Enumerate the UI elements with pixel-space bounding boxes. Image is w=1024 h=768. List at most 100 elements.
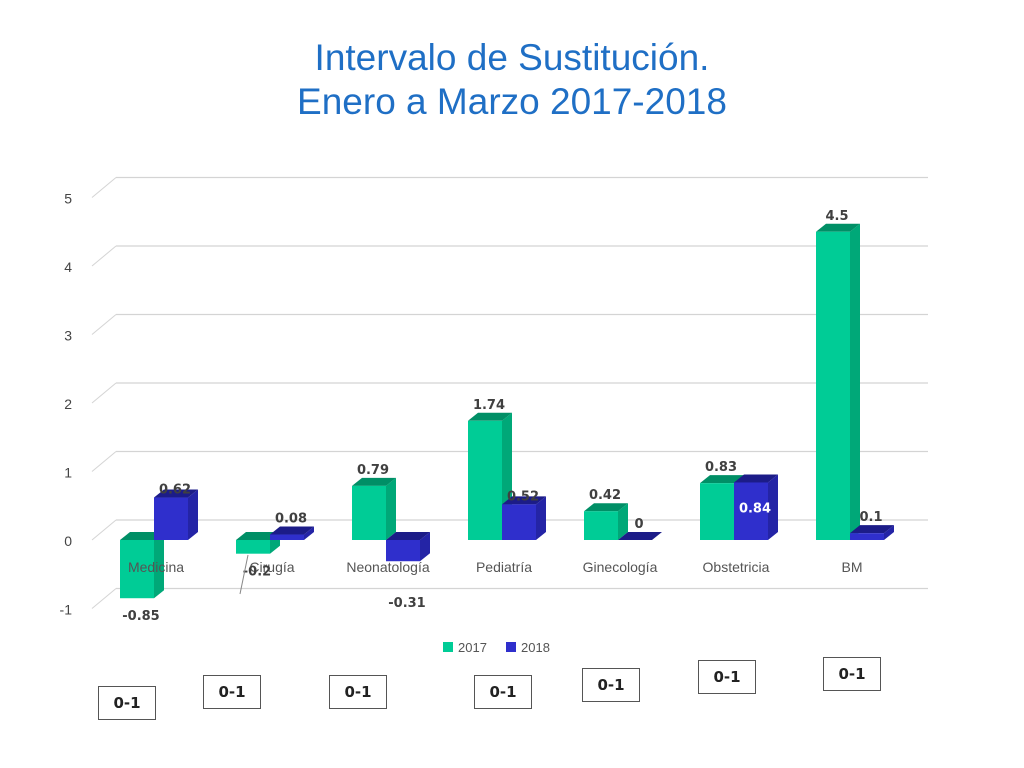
gridline-depth	[91, 177, 117, 198]
bar-2017	[120, 532, 164, 599]
bar-side	[304, 526, 314, 540]
value-label-2018: 0.52	[507, 489, 539, 504]
bar-side	[188, 489, 198, 540]
bar-side	[536, 496, 546, 540]
bar-2018	[502, 496, 546, 540]
reference-box: 0-1	[474, 675, 532, 709]
bar-side	[768, 474, 778, 540]
bar-top	[502, 496, 546, 505]
gridline-depth	[91, 314, 117, 335]
bar-top	[120, 532, 164, 540]
bar-front	[270, 534, 304, 540]
bar-front	[584, 511, 618, 540]
value-label-2017: 0.42	[589, 488, 621, 503]
bar-front	[236, 540, 270, 554]
bar-front	[850, 533, 884, 540]
bar-top	[816, 223, 860, 232]
bar-top	[850, 525, 894, 534]
bar-2018	[386, 532, 430, 562]
bar-2017	[352, 477, 396, 540]
bar-top	[236, 532, 280, 540]
y-tick-label: 2	[64, 396, 72, 412]
chart-title-line-2: Enero a Marzo 2017-2018	[297, 81, 727, 122]
bar-side	[386, 477, 396, 540]
bar-top	[386, 532, 430, 540]
legend-label: 2018	[521, 640, 550, 655]
bar-front	[734, 482, 768, 540]
reference-box: 0-1	[98, 686, 156, 720]
leader-line	[239, 554, 249, 595]
category-labels: Medicina Cirugía Neonatología Pediatría Gine…	[128, 559, 863, 575]
bar-top	[618, 532, 662, 540]
bar-front	[816, 231, 850, 540]
bar-side	[884, 525, 894, 540]
bar-side	[850, 223, 860, 540]
legend-swatch	[443, 642, 453, 652]
value-label-2017: 1.74	[473, 398, 505, 413]
bar-front	[700, 483, 734, 540]
bar-front	[120, 540, 154, 599]
reference-box: 0-1	[329, 675, 387, 709]
category-label: BM	[842, 559, 863, 575]
y-tick-label: -1	[60, 602, 73, 618]
y-tick-label: 0	[64, 533, 72, 549]
bar-2018	[618, 532, 662, 540]
value-label-2017: 0.83	[705, 460, 737, 475]
value-label-2018: 0.08	[275, 512, 307, 527]
category-label: Ginecología	[583, 559, 658, 575]
bar-front	[352, 485, 386, 540]
legend: 2017 2018	[443, 640, 550, 655]
bars	[120, 223, 894, 599]
gridline-depth	[91, 588, 117, 609]
value-label-2018: 0.1	[859, 510, 882, 525]
gridline-depth	[91, 382, 117, 404]
value-label-2017: -0.2	[243, 565, 271, 580]
bar-front	[468, 420, 502, 540]
value-label-2018: 0.84	[739, 501, 771, 516]
value-label-2018: 0.62	[159, 483, 191, 498]
bar-front	[154, 497, 188, 540]
value-label-2017: -0.85	[122, 609, 159, 624]
bar-2018	[270, 526, 314, 540]
bar-2017	[816, 223, 860, 540]
bar-front	[502, 504, 536, 540]
bar-2018	[154, 489, 198, 540]
bar-top	[584, 503, 628, 512]
bar-2017	[584, 503, 628, 540]
gridlines	[91, 176, 928, 609]
bar-top	[154, 489, 198, 498]
reference-box: 0-1	[698, 660, 756, 694]
bar-2018	[734, 474, 778, 540]
y-tick-label: 3	[64, 328, 72, 344]
bar-top	[270, 526, 314, 535]
value-label-2017: 4.5	[825, 209, 848, 224]
chart-title-line-1: Intervalo de Sustitución.	[314, 37, 710, 78]
legend-label: 2017	[458, 640, 487, 655]
value-label-2018: -0.31	[388, 596, 425, 611]
reference-box: 0-1	[582, 668, 640, 702]
bar-top	[700, 475, 744, 484]
bar-2018	[850, 525, 894, 540]
bar-top	[352, 477, 396, 486]
bar-top	[734, 474, 778, 483]
y-tick-label: 4	[64, 259, 72, 275]
category-label: Neonatología	[346, 559, 430, 575]
gridline-depth	[91, 245, 117, 267]
category-label: Obstetricia	[703, 559, 770, 575]
bar-front	[386, 540, 420, 562]
y-axis-ticks: -1 0 1 2 3 4 5	[60, 191, 73, 618]
reference-box: 0-1	[823, 657, 881, 691]
y-tick-label: 5	[64, 191, 72, 207]
category-label: Pediatría	[476, 559, 532, 575]
y-tick-label: 1	[64, 465, 72, 481]
legend-swatch	[506, 642, 516, 652]
bar-side	[618, 503, 628, 540]
gridline-depth	[91, 451, 117, 472]
value-label-2018: 0	[634, 517, 643, 532]
bar-side	[420, 532, 430, 562]
gridline-depth	[91, 519, 117, 541]
value-labels: -0.85 0.62 -0.2 0.08 0.79 -0.31 1.74 0.52 0.42 0 0…	[122, 209, 882, 624]
category-label: Medicina	[128, 559, 184, 575]
category-label: Cirugía	[249, 559, 294, 575]
